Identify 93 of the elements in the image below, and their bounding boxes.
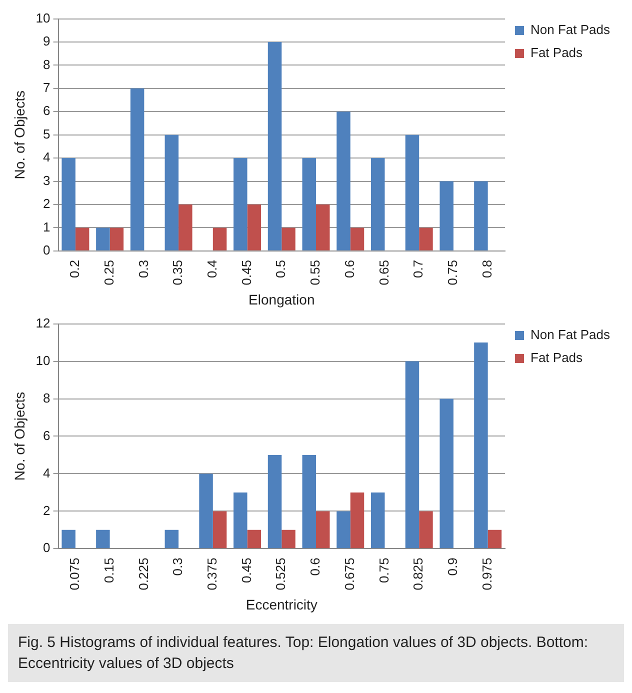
- y-tick-label: 4: [43, 150, 50, 165]
- y-tick-label: 2: [43, 502, 50, 518]
- x-tick-label: 0.525: [273, 558, 288, 590]
- bar: [419, 228, 433, 250]
- x-tick-label: 0.975: [479, 558, 494, 590]
- bar: [336, 511, 350, 548]
- bar: [474, 181, 488, 250]
- x-tick-label: 0.6: [342, 260, 357, 278]
- y-axis-title: No. of Objects: [11, 90, 28, 180]
- bar: [247, 204, 262, 250]
- bar: [302, 454, 316, 548]
- bar: [212, 228, 227, 250]
- bar: [316, 511, 330, 548]
- bar: [268, 454, 282, 548]
- y-tick-label: 10: [36, 352, 50, 368]
- y-tick-label: 3: [43, 172, 50, 188]
- y-tick-label: 4: [43, 465, 50, 480]
- bar: [316, 204, 330, 250]
- bar: [405, 134, 420, 250]
- legend-label: Fat Pads: [530, 350, 584, 366]
- x-tick-label: 0.3: [170, 558, 186, 576]
- x-tick-label: 0.55: [308, 260, 323, 286]
- y-tick-label: 0: [43, 540, 50, 556]
- x-tick-label: 0.9: [445, 558, 460, 576]
- bar: [282, 228, 296, 250]
- y-tick-label: 2: [43, 196, 50, 212]
- x-tick-label: 0.45: [238, 260, 254, 286]
- bar: [370, 158, 385, 250]
- x-tick-label: 0.7: [410, 260, 426, 278]
- bar: [350, 228, 364, 250]
- bar: [199, 474, 213, 548]
- x-tick-label: 0.3: [136, 260, 151, 278]
- y-tick-label: 6: [43, 428, 50, 443]
- x-tick-label: 0.75: [376, 558, 392, 583]
- x-tick-label: 0.375: [204, 558, 220, 590]
- y-tick-label: 5: [43, 126, 50, 142]
- x-tick-label: 0.75: [445, 260, 460, 286]
- bar: [164, 134, 179, 250]
- x-tick-label: 0.45: [238, 558, 254, 583]
- bar: [419, 511, 433, 548]
- bar: [110, 228, 124, 250]
- bar: [234, 158, 248, 250]
- x-tick-label: 0.65: [376, 260, 392, 286]
- bar: [474, 342, 488, 548]
- bar: [164, 530, 179, 548]
- x-tick-label: 0.5: [273, 260, 288, 278]
- y-tick-label: 1: [43, 219, 50, 234]
- bar: [440, 181, 454, 250]
- y-tick-label: 10: [36, 10, 50, 26]
- bar: [96, 228, 110, 250]
- x-tick-label: 0.35: [170, 260, 186, 286]
- bar: [302, 158, 316, 250]
- y-axis-title: No. of Objects: [11, 392, 28, 481]
- bar: [234, 492, 248, 548]
- bar: [440, 398, 454, 548]
- x-axis-title: Eccentricity: [246, 596, 318, 612]
- bar: [75, 228, 90, 250]
- y-tick-label: 0: [43, 242, 50, 258]
- x-tick-label: 0.4: [204, 260, 220, 278]
- y-tick-label: 8: [43, 390, 50, 406]
- x-tick-label: 0.15: [101, 558, 116, 583]
- bar: [96, 530, 110, 548]
- y-tick-label: 12: [36, 315, 50, 330]
- bar: [62, 158, 76, 250]
- legend-label: Non Fat Pads: [530, 22, 610, 38]
- x-tick-label: 0.075: [67, 558, 82, 590]
- y-tick-label: 9: [43, 34, 50, 49]
- legend-label: Fat Pads: [530, 45, 584, 60]
- bar: [350, 492, 364, 548]
- bar: [370, 492, 385, 548]
- x-tick-label: 0.25: [101, 260, 116, 286]
- bar: [282, 530, 296, 548]
- bar: [488, 530, 502, 548]
- x-tick-label: 0.675: [342, 558, 357, 590]
- bar: [212, 511, 227, 548]
- x-tick-label: 0.2: [67, 260, 82, 278]
- x-tick-label: 0.825: [410, 558, 426, 590]
- caption: Fig. 5 Histograms of individual features. Top: Elongation values of 3D objects. Bottom: Eccentricity values of 3D objects: [8, 624, 624, 682]
- y-tick-label: 8: [43, 56, 50, 72]
- bar: [336, 112, 350, 250]
- x-tick-label: 0.225: [136, 558, 151, 590]
- bar: [247, 530, 262, 548]
- legend-label: Non Fat Pads: [530, 327, 610, 342]
- bar: [268, 42, 282, 250]
- x-tick-label: 0.6: [308, 558, 323, 576]
- bar: [62, 530, 76, 548]
- y-tick-label: 7: [43, 80, 50, 96]
- y-tick-label: 6: [43, 103, 50, 118]
- x-tick-label: 0.8: [479, 260, 494, 278]
- bar: [178, 204, 192, 250]
- bar: [130, 88, 144, 250]
- x-axis-title: Elongation: [248, 291, 315, 308]
- bar: [405, 361, 420, 548]
